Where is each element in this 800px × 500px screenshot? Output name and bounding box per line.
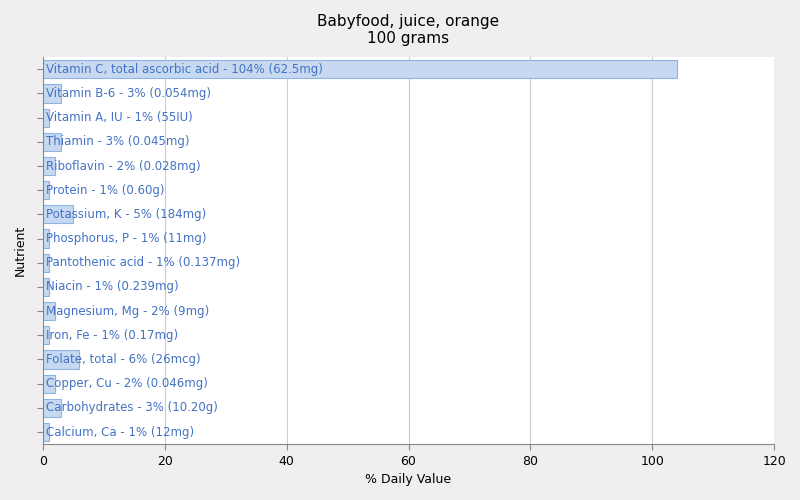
Bar [43, 157, 55, 175]
Bar [43, 230, 49, 248]
Text: Phosphorus, P - 1% (11mg): Phosphorus, P - 1% (11mg) [46, 232, 206, 245]
Bar [43, 133, 61, 151]
Bar [43, 350, 79, 368]
X-axis label: % Daily Value: % Daily Value [366, 473, 452, 486]
Bar [43, 326, 49, 344]
Bar [43, 181, 49, 200]
Bar [43, 254, 49, 272]
Bar [43, 108, 49, 126]
Text: Copper, Cu - 2% (0.046mg): Copper, Cu - 2% (0.046mg) [46, 377, 208, 390]
Bar [43, 399, 61, 417]
Text: Vitamin A, IU - 1% (55IU): Vitamin A, IU - 1% (55IU) [46, 111, 193, 124]
Text: Thiamin - 3% (0.045mg): Thiamin - 3% (0.045mg) [46, 136, 190, 148]
Text: Carbohydrates - 3% (10.20g): Carbohydrates - 3% (10.20g) [46, 402, 218, 414]
Bar [43, 423, 49, 441]
Text: Niacin - 1% (0.239mg): Niacin - 1% (0.239mg) [46, 280, 178, 293]
Text: Protein - 1% (0.60g): Protein - 1% (0.60g) [46, 184, 165, 196]
Bar [43, 84, 61, 102]
Text: Pantothenic acid - 1% (0.137mg): Pantothenic acid - 1% (0.137mg) [46, 256, 240, 270]
Text: Riboflavin - 2% (0.028mg): Riboflavin - 2% (0.028mg) [46, 160, 201, 172]
Bar [43, 206, 74, 224]
Text: Calcium, Ca - 1% (12mg): Calcium, Ca - 1% (12mg) [46, 426, 194, 438]
Text: Folate, total - 6% (26mcg): Folate, total - 6% (26mcg) [46, 353, 201, 366]
Bar [43, 60, 677, 78]
Text: Vitamin B-6 - 3% (0.054mg): Vitamin B-6 - 3% (0.054mg) [46, 87, 211, 100]
Y-axis label: Nutrient: Nutrient [14, 225, 27, 276]
Title: Babyfood, juice, orange
100 grams: Babyfood, juice, orange 100 grams [318, 14, 500, 46]
Bar [43, 302, 55, 320]
Text: Iron, Fe - 1% (0.17mg): Iron, Fe - 1% (0.17mg) [46, 329, 178, 342]
Bar [43, 374, 55, 392]
Bar [43, 278, 49, 296]
Text: Magnesium, Mg - 2% (9mg): Magnesium, Mg - 2% (9mg) [46, 304, 209, 318]
Text: Potassium, K - 5% (184mg): Potassium, K - 5% (184mg) [46, 208, 206, 221]
Text: Vitamin C, total ascorbic acid - 104% (62.5mg): Vitamin C, total ascorbic acid - 104% (6… [46, 63, 322, 76]
